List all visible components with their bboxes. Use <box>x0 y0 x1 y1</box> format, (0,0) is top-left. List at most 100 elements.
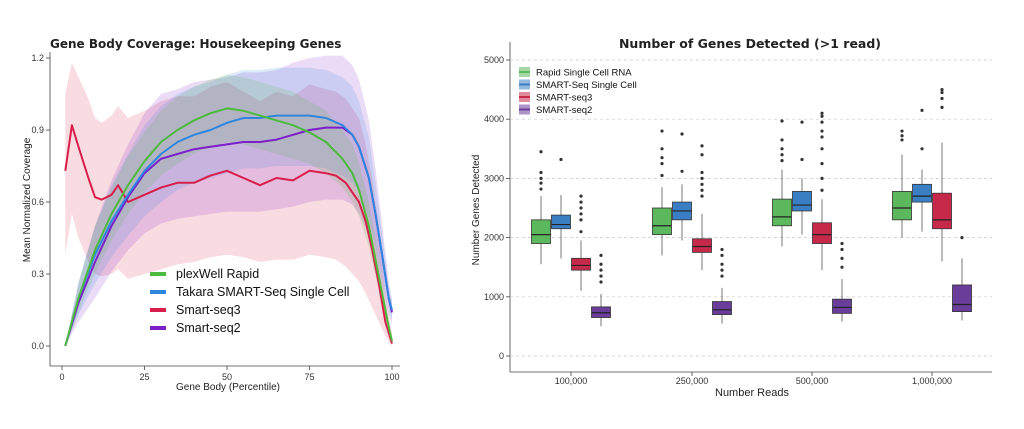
box <box>912 183 932 203</box>
outlier-point <box>579 194 583 198</box>
outlier-point <box>940 96 944 101</box>
chart2-ytick-label: 5000 <box>484 55 504 65</box>
outlier-point <box>820 129 824 133</box>
box <box>692 238 712 253</box>
outlier-point <box>840 247 844 252</box>
chart1-xtick-label: 0 <box>59 372 64 382</box>
chart1-ytick-label: 1.2 <box>31 53 44 63</box>
outlier-point <box>820 111 824 115</box>
outlier-point <box>720 253 724 257</box>
legend-label: Takara SMART-Seq Single Cell <box>176 285 349 299</box>
outlier-point <box>660 156 664 160</box>
outlier-point <box>579 206 583 210</box>
chart2-ytick-label: 1000 <box>484 292 504 302</box>
outlier-point <box>780 138 784 142</box>
legend-label: Smart-seq2 <box>176 321 241 335</box>
box <box>812 222 832 244</box>
outlier-point <box>660 147 664 151</box>
outlier-point <box>840 265 844 269</box>
series-line-2 <box>64 124 393 344</box>
chart2-ytick-label: 4000 <box>484 114 504 124</box>
legend-label: Smart-seq3 <box>176 303 241 317</box>
chart2-ylabel: Number Genes Detected <box>471 155 482 266</box>
chart1-xlabel: Gene Body (Percentile) <box>176 382 280 393</box>
box <box>932 192 952 230</box>
chart1-title: Gene Body Coverage: Housekeeping Genes <box>50 37 341 51</box>
outlier-point <box>800 157 804 162</box>
outlier-point <box>820 120 824 124</box>
outlier-point <box>720 262 724 266</box>
outlier-point <box>820 176 824 180</box>
box <box>832 298 852 314</box>
outlier-point <box>700 153 704 157</box>
chart1-ytick-label: 0.0 <box>31 341 44 351</box>
outlier-point <box>780 153 784 157</box>
chart2-xtick-label: 500,000 <box>796 376 829 386</box>
outlier-point <box>940 90 944 95</box>
outlier-point <box>539 170 543 175</box>
chart1-ylabel: Mean Normalized Coverage <box>22 137 33 262</box>
outlier-point <box>559 157 563 162</box>
box <box>952 284 972 312</box>
outlier-point <box>780 147 784 151</box>
chart1-xtick-label: 50 <box>222 372 232 382</box>
outlier-point <box>700 144 704 148</box>
outlier-point <box>579 200 583 204</box>
chart2-boxes <box>531 88 972 327</box>
outlier-point <box>660 162 664 166</box>
outlier-point <box>940 105 944 109</box>
chart2-xtick-label: 1,000,000 <box>912 376 952 386</box>
outlier-point <box>780 159 784 163</box>
outlier-point <box>820 188 824 192</box>
outlier-point <box>900 138 904 142</box>
outlier-point <box>579 218 583 222</box>
chart2-xlabel: Number Reads <box>715 387 789 399</box>
chart1-ytick-label: 0.9 <box>31 125 44 135</box>
box <box>551 214 571 230</box>
outlier-point <box>900 129 904 133</box>
legend-label: plexWell Rapid <box>176 267 259 281</box>
series-band-3 <box>65 55 393 346</box>
outlier-point <box>920 108 924 112</box>
outlier-point <box>539 187 543 191</box>
outlier-point <box>820 147 824 151</box>
outlier-point <box>700 182 704 186</box>
outlier-point <box>539 181 543 185</box>
outlier-point <box>599 268 603 272</box>
chart2-ytick-label: 3000 <box>484 173 504 183</box>
outlier-point <box>680 132 684 136</box>
chart2-xtick-label: 100,000 <box>555 376 588 386</box>
box <box>531 219 551 244</box>
outlier-point <box>700 170 704 175</box>
chart1-xtick-label: 100 <box>384 372 399 382</box>
outlier-point <box>539 150 543 154</box>
outlier-point <box>599 253 603 257</box>
box <box>712 301 732 315</box>
box <box>792 191 812 212</box>
outlier-point <box>539 176 543 180</box>
series-line-0 <box>64 107 393 347</box>
chart2-axes: 0 1000 2000 3000 4000 5000 100,000 250,000 500,0… <box>484 42 992 386</box>
chart2-title: Number of Genes Detected (>1 read) <box>619 36 881 51</box>
chart2-xtick-label: 250,000 <box>676 376 709 386</box>
outlier-point <box>660 129 664 133</box>
outlier-point <box>599 280 603 284</box>
box <box>772 198 792 227</box>
outlier-point <box>960 236 964 240</box>
outlier-point <box>940 88 944 92</box>
outlier-point <box>920 147 924 151</box>
legend-label: SMART-Seq Single Cell <box>536 80 637 91</box>
outlier-point <box>840 256 844 260</box>
legend-label: SMART-seq3 <box>536 93 592 104</box>
outlier-point <box>700 194 704 198</box>
outlier-point <box>820 135 824 139</box>
chart1-ytick-label: 0.3 <box>31 269 44 279</box>
outlier-point <box>720 274 724 278</box>
outlier-point <box>579 230 583 234</box>
chart1-lines <box>64 107 393 347</box>
chart1-legend: plexWell Rapid Takara SMART-Seq Single Ce… <box>150 267 349 335</box>
outlier-point <box>599 262 603 266</box>
outlier-point <box>900 134 904 138</box>
outlier-point <box>720 268 724 272</box>
